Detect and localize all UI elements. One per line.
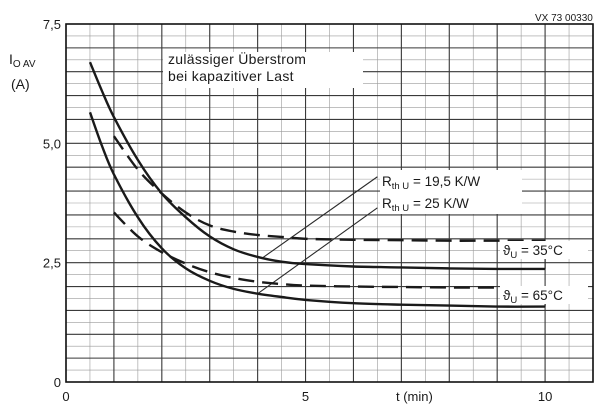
series-line-3 <box>113 211 546 289</box>
x-tick-label-0: 0 <box>62 389 69 404</box>
rth-label-1-value: = 19,5 K/W <box>409 174 480 189</box>
y-tick-label-0: 0 <box>54 375 61 390</box>
temp-label-1-value: = 35°C <box>517 243 563 258</box>
y-tick-label-3: 7,5 <box>43 17 61 32</box>
series-line-1 <box>88 111 546 308</box>
y-axis-unit: (A) <box>11 76 30 92</box>
annotation-line-1: zulässiger Überstrom <box>168 50 306 67</box>
y-axis-label-sub: O AV <box>13 59 36 70</box>
temp-label-2-sub: U <box>510 295 517 306</box>
tick-labels: 0 5 10 0 2,5 5,0 7,5 <box>43 17 552 404</box>
series-lines <box>88 61 546 308</box>
y-tick-label-1: 2,5 <box>43 256 61 271</box>
rth-label-2-sub: th U <box>392 203 410 214</box>
leader-line-1 <box>257 207 378 295</box>
rth-label-background <box>380 170 522 214</box>
reference-code: VX 73 00330 <box>535 13 593 24</box>
temp-label-1-main: ϑ <box>503 243 511 258</box>
temp-label-2-background <box>500 286 588 304</box>
rth-label-1-sub: th U <box>392 181 410 192</box>
x-axis-label: t (min) <box>396 389 433 404</box>
plot-frame <box>65 23 594 383</box>
rth-label-1-main: R <box>382 174 392 189</box>
annotation-background <box>163 52 363 88</box>
y-axis-label: IO AV <box>9 51 36 70</box>
leader-line-0 <box>262 176 378 259</box>
y-tick-label-2: 5,0 <box>43 136 61 151</box>
temp-label-2: ϑU = 65°C <box>503 288 563 306</box>
temp-label-1-sub: U <box>510 250 517 261</box>
rth-label-2-main: R <box>382 196 392 211</box>
x-tick-label-2: 10 <box>538 389 552 404</box>
x-tick-label-1: 5 <box>302 389 309 404</box>
series-line-2 <box>112 135 546 242</box>
y-axis-label-main: I <box>9 51 13 67</box>
temp-label-1-background <box>500 241 588 259</box>
series-line-0 <box>88 61 546 271</box>
axes <box>65 23 594 383</box>
rth-label-2-value: = 25 K/W <box>409 196 469 211</box>
temp-label-2-main: ϑ <box>503 288 511 303</box>
annotation-line-2: bei kapazitiver Last <box>168 68 294 84</box>
rth-label-2: Rth U = 25 K/W <box>382 196 469 214</box>
rth-label-1: Rth U = 19,5 K/W <box>382 174 480 192</box>
temp-label-2-value: = 65°C <box>517 288 563 303</box>
temp-label-1: ϑU = 35°C <box>503 243 563 261</box>
x-axis-label-background <box>392 385 462 405</box>
